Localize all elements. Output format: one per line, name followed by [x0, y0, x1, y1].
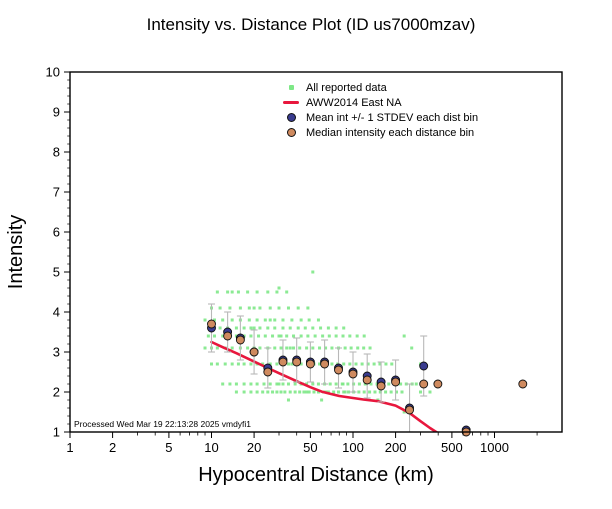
- svg-text:4: 4: [53, 305, 60, 320]
- svg-text:8: 8: [53, 145, 60, 160]
- svg-text:50: 50: [303, 440, 317, 455]
- x-axis-label: Hypocentral Distance (km): [198, 464, 434, 486]
- svg-text:500: 500: [441, 440, 463, 455]
- svg-text:2: 2: [53, 385, 60, 400]
- legend-item-all-reported-data: All reported data: [283, 80, 478, 95]
- svg-text:20: 20: [247, 440, 261, 455]
- svg-text:200: 200: [385, 440, 407, 455]
- y-axis-label: Intensity: [5, 215, 27, 289]
- chart-title: Intensity vs. Distance Plot (ID us7000mz…: [147, 15, 476, 34]
- svg-text:7: 7: [53, 185, 60, 200]
- svg-text:10: 10: [46, 65, 60, 80]
- processing-footer: Processed Wed Mar 19 22:13:28 2025 vmdyf…: [74, 419, 251, 429]
- legend: All reported data AWW2014 East NA Mean i…: [283, 80, 478, 140]
- legend-label: Median intensity each distance bin: [306, 126, 475, 139]
- scatter-marker-swatch: [288, 85, 294, 90]
- legend-label: AWW2014 East NA: [306, 96, 402, 109]
- legend-label: All reported data: [306, 81, 387, 94]
- legend-label: Mean int +/- 1 STDEV each dist bin: [306, 111, 479, 124]
- median-marker-swatch: [286, 128, 296, 137]
- model-line-swatch: [283, 101, 299, 104]
- svg-text:9: 9: [53, 105, 60, 120]
- axis-ticks: 1 2 5 10 20 50 100 200 500 1000 1 2 3 4 5 6 7 8 9 10: [46, 65, 538, 455]
- plot-frame: [69, 71, 563, 433]
- svg-text:5: 5: [53, 265, 60, 280]
- legend-item-aww2014-east-na: AWW2014 East NA: [283, 95, 478, 110]
- svg-text:10: 10: [204, 440, 218, 455]
- svg-text:1: 1: [66, 440, 73, 455]
- legend-item-mean-intensity: Mean int +/- 1 STDEV each dist bin: [283, 110, 478, 125]
- mean-marker-swatch: [286, 113, 296, 122]
- median-points-layer: [207, 319, 528, 437]
- svg-text:6: 6: [53, 225, 60, 240]
- svg-text:2: 2: [109, 440, 116, 455]
- legend-item-median-intensity: Median intensity each distance bin: [283, 125, 478, 140]
- svg-text:100: 100: [342, 440, 364, 455]
- svg-text:5: 5: [165, 440, 172, 455]
- svg-text:1000: 1000: [480, 440, 509, 455]
- svg-text:1: 1: [53, 425, 60, 440]
- svg-text:3: 3: [53, 345, 60, 360]
